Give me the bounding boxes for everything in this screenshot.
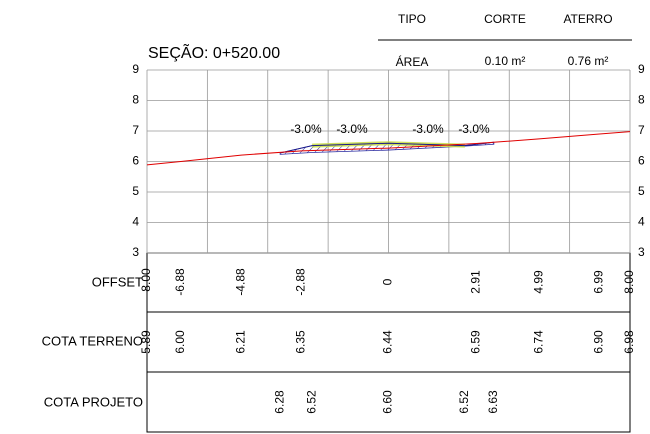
table-value: -8.00 (139, 268, 153, 296)
table-value: 4.99 (531, 270, 545, 294)
y-tick-label: 8 (638, 93, 645, 107)
table-value: 6.28 (272, 390, 286, 414)
table-value: 6.63 (486, 390, 500, 414)
y-tick-label: 7 (638, 123, 645, 137)
header-col: TIPO (398, 12, 426, 26)
y-tick-label: 4 (132, 215, 139, 229)
table-value: 6.98 (622, 330, 636, 354)
table-value: 6.99 (592, 270, 606, 294)
header-col: CORTE (484, 12, 526, 26)
table-value: 6.52 (304, 390, 318, 414)
table-value: 5.89 (139, 330, 153, 354)
y-tick-label: 9 (638, 62, 645, 76)
table-value: 6.35 (294, 330, 308, 354)
slope-label: -3.0% (458, 122, 490, 136)
row-label: OFFSET (92, 274, 143, 289)
y-tick-label: 9 (132, 62, 139, 76)
slope-label: -3.0% (412, 122, 444, 136)
table-value: -4.88 (233, 268, 247, 296)
terrain-line (146, 131, 631, 166)
table-value: 6.74 (531, 330, 545, 354)
table-value: 6.52 (457, 390, 471, 414)
table-value: 6.90 (592, 330, 606, 354)
y-tick-label: 8 (132, 93, 139, 107)
table-value: 6.21 (233, 330, 247, 354)
header-col: ATERRO (563, 12, 612, 26)
y-tick-label: 6 (132, 154, 139, 168)
table-row (146, 371, 631, 433)
table-value: 6.00 (173, 330, 187, 354)
project-line (280, 141, 494, 154)
section-title: SEÇÃO: 0+520.00 (148, 42, 280, 62)
row-label: COTA TERRENO (42, 333, 143, 348)
y-tick-label: 7 (132, 123, 139, 137)
table-value: 6.59 (469, 330, 483, 354)
table-value: -2.88 (294, 268, 308, 296)
y-tick-label: 4 (638, 215, 645, 229)
y-tick-label: 3 (132, 245, 139, 259)
table-value: 6.60 (381, 390, 395, 414)
y-tick-label: 5 (638, 184, 645, 198)
table-value: -6.88 (173, 268, 187, 296)
header-cell: 0.10 m² (485, 54, 526, 68)
header-cell: ÁREA (396, 54, 429, 69)
y-tick-label: 3 (638, 245, 645, 259)
table-value: 8.00 (622, 270, 636, 294)
table-value: 6.44 (381, 330, 395, 354)
row-label: COTA PROJETO (44, 394, 143, 409)
header-cell: 0.76 m² (568, 54, 609, 68)
y-tick-label: 6 (638, 154, 645, 168)
table-value: 2.91 (469, 270, 483, 294)
table-value: 0 (381, 278, 395, 285)
slope-label: -3.0% (336, 122, 368, 136)
y-tick-label: 5 (132, 184, 139, 198)
slope-label: -3.0% (290, 122, 322, 136)
